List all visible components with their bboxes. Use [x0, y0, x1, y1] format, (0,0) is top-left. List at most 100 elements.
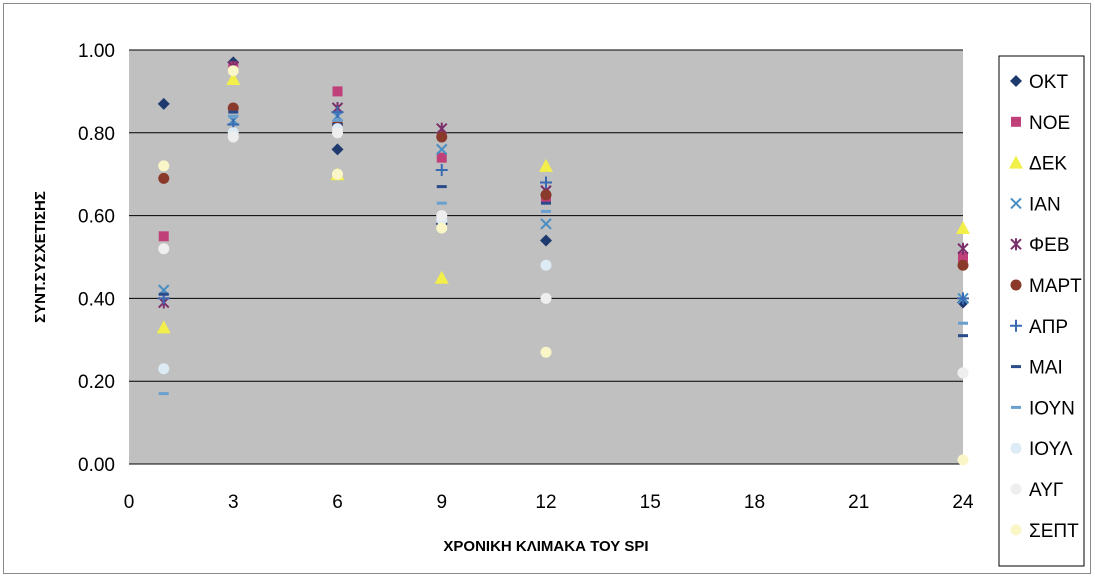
data-point [158, 172, 170, 184]
legend-item: ΙΟΥΝ [1011, 398, 1075, 419]
legend-item: ΝΟΕ [1011, 113, 1070, 134]
legend-item: ΦΕΒ [1010, 235, 1070, 256]
chart-frame: 0 3 6 9 12 15 18 21 24 0.00 0.20 0.40 0.60 0.80 1.00 … [3, 3, 1091, 574]
legend-marker [1010, 442, 1022, 454]
y-tick-labels: 0.00 0.20 0.40 0.60 0.80 1.00 [78, 41, 115, 476]
legend-item: ΜΑΙ [1011, 358, 1063, 379]
data-point [158, 231, 169, 242]
data-point [331, 143, 344, 156]
legend-item: ΑΥΓ [1010, 480, 1063, 501]
data-point [332, 127, 343, 139]
x-tick-label: 15 [640, 492, 661, 513]
data-point [158, 363, 170, 375]
plot-area [129, 50, 963, 464]
y-tick-label: 1.00 [78, 41, 115, 62]
data-point [332, 86, 343, 97]
legend-label: ΑΠΡ [1029, 317, 1068, 338]
data-point [158, 243, 170, 255]
data-point [435, 164, 448, 177]
data-point [227, 131, 239, 143]
legend-box [998, 55, 1085, 567]
legend-marker [1011, 116, 1021, 127]
legend-label: ΑΥΓ [1029, 480, 1063, 501]
series-ΣΕΠΤ [158, 65, 969, 466]
legend-label: ΟΚΤ [1029, 72, 1068, 93]
data-point [157, 97, 170, 110]
data-point [957, 454, 969, 466]
x-tick-label: 0 [124, 492, 135, 513]
data-point [957, 292, 969, 305]
legend-marker [1009, 155, 1023, 169]
data-point [540, 189, 552, 201]
data-point [436, 210, 448, 222]
legend-label: ΙΟΥΝ [1029, 398, 1075, 419]
legend-marker [1010, 197, 1022, 210]
data-points [156, 56, 970, 466]
legend-item: ΟΚΤ [1010, 72, 1068, 93]
x-tick-label: 6 [332, 492, 343, 513]
data-point [436, 131, 448, 143]
legend: ΟΚΤ ΝΟΕ ΔΕΚ ΙΑΝ ΦΕΒ ΜΑΡΤ ΑΠΡ ΜΑΙ ΙΟΥΝ ΙΟΥΛ ΑΥΓ ΣΕΠΤ [998, 55, 1085, 567]
legend-label: ΙΟΥΛ [1029, 439, 1073, 460]
chart-svg: 0 3 6 9 12 15 18 21 24 0.000.200.400.600.801.00 … [32, 41, 1085, 567]
x-tick-label: 18 [744, 492, 765, 513]
y-tick-label: 0.80 [78, 124, 115, 145]
x-tick-label: 3 [228, 492, 239, 513]
x-axis-title: ΧΡΟΝΙΚΗ ΚΛΙΜΑΚΑ ΤΟΥ SPI [443, 538, 648, 555]
series-ΙΟΥΝ [158, 114, 968, 396]
x-tick-label: 9 [436, 492, 447, 513]
legend-label: ΦΕΒ [1029, 235, 1070, 256]
data-point [540, 176, 552, 189]
legend-label: ΝΟΕ [1029, 113, 1070, 134]
y-tick-label: 0.40 [78, 289, 115, 310]
data-point [540, 234, 552, 247]
series-ΑΥΓ [158, 127, 969, 379]
legend-item: ΙΟΥΛ [1010, 439, 1073, 460]
y-tick-label: 0.00 [78, 455, 115, 476]
data-point [436, 152, 447, 163]
data-point [226, 71, 241, 85]
legend-marker [1010, 319, 1022, 332]
data-point [957, 367, 969, 379]
data-point [540, 346, 552, 358]
legend-item: ΜΑΡΤ [1010, 276, 1082, 297]
series-ΑΠΡ [157, 106, 969, 305]
legend-marker [1010, 483, 1022, 495]
data-point [540, 218, 552, 230]
legend-label: ΔΕΚ [1029, 154, 1067, 175]
x-tick-label: 21 [848, 492, 869, 513]
legend-marker [1010, 524, 1022, 536]
legend-marker [1010, 75, 1022, 87]
data-point [331, 106, 344, 119]
data-point [539, 158, 553, 172]
data-point [958, 252, 968, 262]
legend-item: ΔΕΚ [1009, 154, 1067, 175]
data-point [436, 222, 448, 234]
data-point [956, 221, 970, 235]
data-point [227, 65, 239, 77]
legend-label: ΣΕΠΤ [1029, 521, 1079, 542]
y-axis-title: ΣΥΝΤ.ΣΥΣΧΕΤΙΣΗΣ [32, 191, 49, 323]
data-point [332, 168, 343, 180]
y-tick-label: 0.20 [78, 372, 115, 393]
legend-label: ΜΑΙ [1029, 358, 1063, 379]
legend-item: ΑΠΡ [1010, 317, 1068, 338]
data-point [540, 292, 552, 304]
data-point [434, 270, 449, 284]
legend-label: ΙΑΝ [1029, 194, 1061, 215]
x-tick-labels: 0 3 6 9 12 15 18 21 24 [124, 492, 974, 513]
legend-marker [1010, 279, 1022, 291]
data-point [158, 160, 170, 172]
x-tick-label: 12 [535, 492, 556, 513]
y-tick-label: 0.60 [78, 207, 115, 228]
data-point [156, 320, 171, 334]
legend-label: ΜΑΡΤ [1029, 276, 1082, 297]
legend-item: ΙΑΝ [1010, 194, 1061, 215]
data-point [436, 143, 448, 156]
legend-marker [1010, 238, 1022, 251]
x-tick-label: 24 [952, 492, 974, 513]
legend-item: ΣΕΠΤ [1010, 521, 1079, 542]
data-point [957, 242, 969, 255]
data-point [957, 259, 969, 271]
data-point [540, 259, 552, 271]
